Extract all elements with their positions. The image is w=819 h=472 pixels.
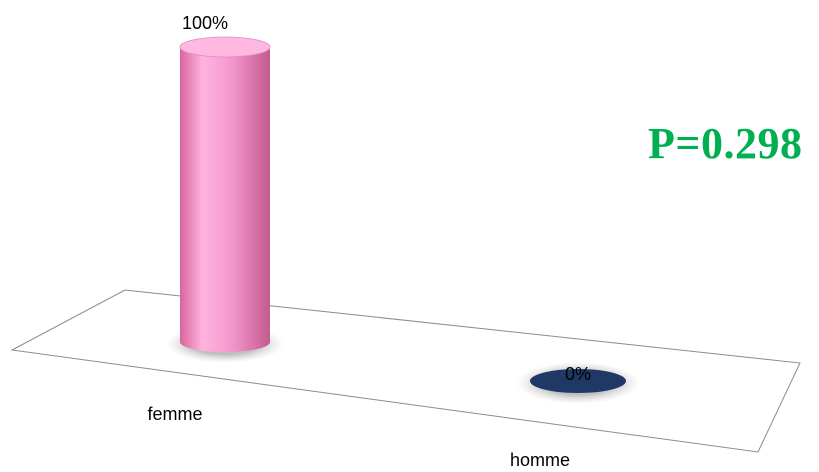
bar-body	[180, 47, 270, 352]
p-value-annotation: P=0.298	[648, 119, 803, 168]
category-label: homme	[510, 450, 570, 470]
bar-top	[179, 36, 271, 58]
category-label: femme	[147, 404, 202, 424]
data-label: 0%	[565, 364, 591, 384]
chart-floor	[10, 289, 801, 453]
data-label: 100%	[182, 13, 228, 33]
bar-homme	[530, 369, 626, 393]
bar-femme	[179, 36, 271, 352]
